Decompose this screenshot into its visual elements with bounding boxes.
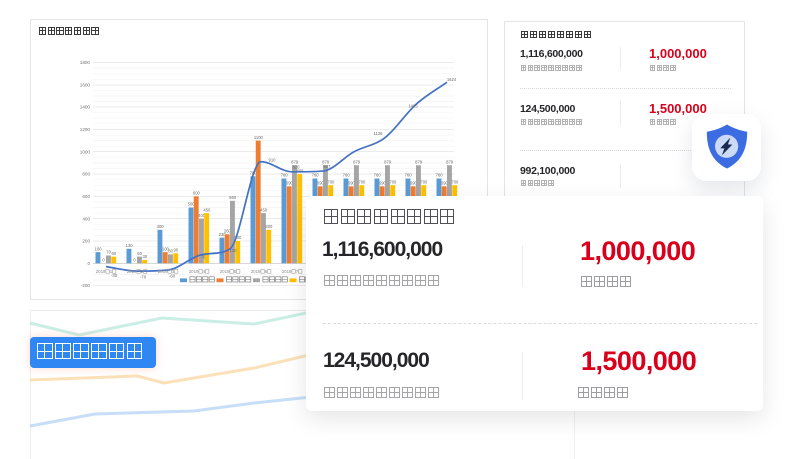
svg-text:700: 700 [451, 179, 459, 184]
svg-text:90: 90 [174, 247, 179, 252]
svg-text:690: 690 [441, 181, 449, 186]
svg-text:400: 400 [198, 213, 206, 218]
svg-text:5: 5 [234, 269, 237, 274]
svg-text:0: 0 [102, 258, 105, 263]
svg-text:690: 690 [379, 181, 387, 186]
svg-text:1100: 1100 [254, 135, 264, 140]
svg-text:60: 60 [112, 251, 117, 256]
svg-text:-70: -70 [140, 275, 147, 280]
svg-text:1400: 1400 [80, 105, 91, 110]
svg-text:1624: 1624 [447, 77, 457, 82]
svg-text:690: 690 [410, 181, 418, 186]
svg-text:879: 879 [446, 159, 454, 164]
svg-text:2: 2 [141, 269, 144, 274]
svg-text:879: 879 [415, 159, 423, 164]
svg-text:2019: 2019 [251, 269, 261, 274]
svg-text:690: 690 [286, 181, 294, 186]
svg-text:879: 879 [384, 159, 392, 164]
svg-text:200: 200 [82, 239, 90, 244]
svg-text:4: 4 [203, 269, 206, 274]
svg-text:760: 760 [436, 173, 444, 178]
svg-text:130: 130 [230, 248, 238, 253]
svg-text:820: 820 [293, 165, 301, 170]
svg-text:760: 760 [281, 173, 289, 178]
svg-text:910: 910 [269, 158, 277, 163]
svg-text:7: 7 [296, 269, 299, 274]
svg-text:879: 879 [353, 159, 361, 164]
svg-text:2019: 2019 [189, 269, 199, 274]
svg-text:30: 30 [143, 254, 148, 259]
svg-text:1800: 1800 [80, 60, 91, 65]
svg-text:260: 260 [224, 228, 232, 233]
svg-text:760: 760 [312, 173, 320, 178]
svg-text:-200: -200 [81, 283, 91, 288]
svg-text:450: 450 [260, 207, 268, 212]
svg-text:0: 0 [87, 261, 90, 266]
svg-text:2019: 2019 [282, 269, 292, 274]
svg-text:800: 800 [82, 172, 90, 177]
svg-text:2019: 2019 [158, 269, 168, 274]
svg-text:700: 700 [358, 179, 366, 184]
svg-text:450: 450 [203, 207, 211, 212]
svg-text:700: 700 [327, 179, 335, 184]
svg-text:60: 60 [137, 251, 142, 256]
svg-text:1: 1 [110, 269, 113, 274]
svg-text:879: 879 [322, 159, 330, 164]
svg-text:400: 400 [82, 216, 90, 221]
svg-text:600: 600 [82, 194, 90, 199]
svg-text:300: 300 [265, 224, 273, 229]
svg-text:2019: 2019 [127, 269, 137, 274]
svg-text:600: 600 [193, 191, 201, 196]
svg-text:690: 690 [317, 181, 325, 186]
svg-text:130: 130 [126, 243, 134, 248]
svg-text:2019: 2019 [96, 269, 106, 274]
svg-text:3: 3 [172, 269, 175, 274]
svg-text:1000: 1000 [80, 149, 91, 154]
svg-text:-30: -30 [111, 273, 118, 278]
svg-text:200: 200 [234, 235, 242, 240]
svg-text:690: 690 [348, 181, 356, 186]
svg-text:0: 0 [133, 258, 136, 263]
svg-text:560: 560 [229, 195, 237, 200]
svg-text:827: 827 [324, 164, 332, 169]
svg-text:6: 6 [265, 269, 268, 274]
svg-text:879: 879 [291, 159, 299, 164]
svg-text:80: 80 [168, 249, 173, 254]
svg-text:700: 700 [420, 179, 428, 184]
svg-text:300: 300 [157, 224, 165, 229]
svg-text:500: 500 [188, 202, 196, 207]
svg-text:70: 70 [106, 250, 111, 255]
svg-text:100: 100 [162, 246, 170, 251]
svg-text:760: 760 [405, 173, 413, 178]
svg-text:700: 700 [389, 179, 397, 184]
svg-text:2019: 2019 [220, 269, 230, 274]
svg-text:1600: 1600 [80, 82, 91, 87]
svg-text:1200: 1200 [80, 127, 91, 132]
svg-text:70: 70 [201, 255, 206, 260]
svg-text:760: 760 [374, 173, 382, 178]
svg-text:100: 100 [95, 246, 103, 251]
svg-text:800: 800 [296, 168, 304, 173]
svg-text:760: 760 [343, 173, 351, 178]
svg-text:1425: 1425 [408, 104, 418, 109]
svg-text:1126: 1126 [373, 131, 383, 136]
svg-text:-60: -60 [169, 274, 176, 279]
svg-text:230: 230 [219, 232, 227, 237]
